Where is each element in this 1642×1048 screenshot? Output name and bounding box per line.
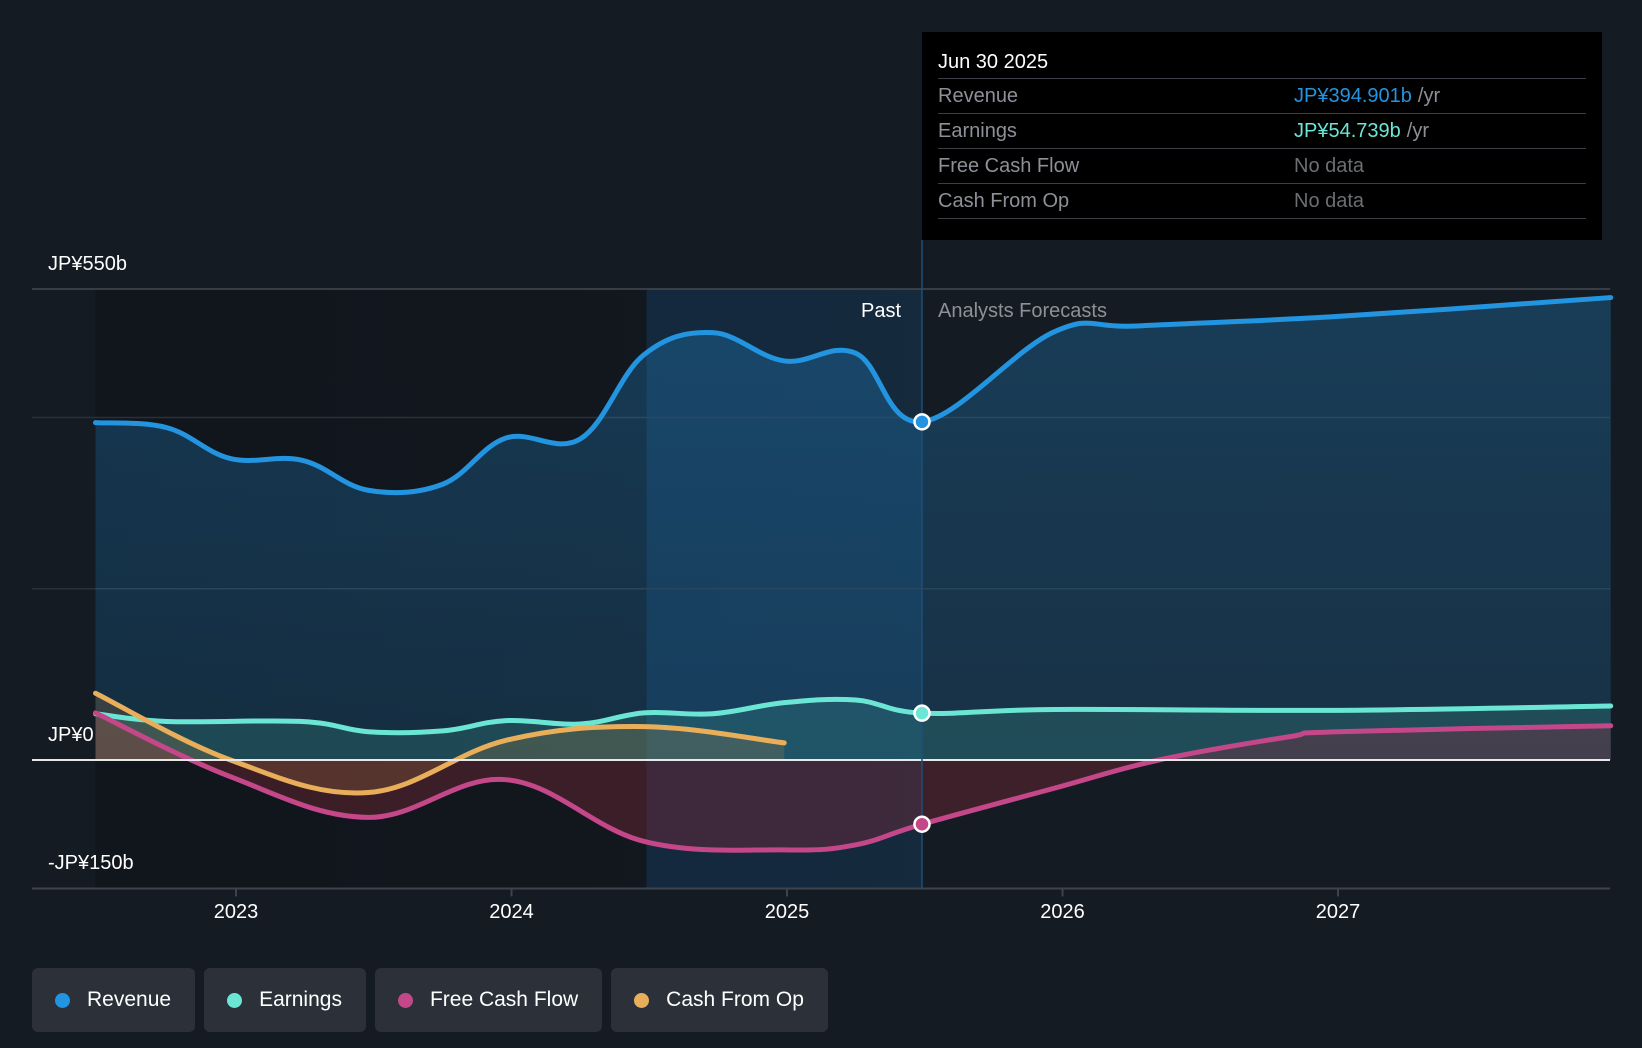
tooltip-value-unit: /yr (1417, 85, 1441, 107)
y-tick-label: JP¥0 (48, 724, 94, 746)
tooltip-value: No data (1294, 155, 1365, 177)
revenue-marker (913, 413, 931, 431)
tooltip-value-number: JP¥394.901b (1294, 85, 1412, 107)
earnings-marker (913, 704, 931, 722)
tooltip-label: Revenue (938, 85, 1019, 107)
series-lines (92, 295, 1614, 853)
legend-label: Cash From Op (666, 988, 804, 1011)
free-cash-flow-line (92, 710, 1614, 853)
tooltip-value: No data (1294, 190, 1365, 212)
x-tick-label: 2023 (213, 901, 259, 923)
y-tick-label: -JP¥150b (48, 852, 134, 875)
markers (913, 413, 931, 833)
tooltip-date: Jun 30 2025 (938, 46, 1586, 79)
tooltip: Jun 30 2025 Revenue JP¥394.901b/yr Earni… (922, 32, 1602, 240)
x-tick-label: 2024 (489, 901, 534, 923)
past-label: Past (861, 300, 902, 322)
revenue-dot-icon (55, 992, 70, 1008)
tooltip-row-revenue: Revenue JP¥394.901b/yr (938, 79, 1586, 114)
cash-from-op-dot-icon (634, 992, 650, 1008)
cash-from-op-line (92, 690, 787, 796)
tooltip-row-cash-from-op: Cash From Op No data (938, 184, 1586, 219)
legend-item-revenue[interactable]: Revenue (32, 968, 196, 1032)
tooltip-row-earnings: Earnings JP¥54.739b/yr (938, 114, 1586, 149)
legend-item-free-cash-flow[interactable]: Free Cash Flow (374, 968, 603, 1032)
revenue-area (95, 297, 1611, 760)
revenue-line (92, 295, 1614, 496)
legend-item-earnings[interactable]: Earnings (204, 968, 366, 1032)
tooltip-row-free-cash-flow: Free Cash Flow No data (938, 149, 1586, 184)
legend-item-cash-from-op[interactable]: Cash From Op (611, 968, 828, 1032)
free-cash-flow-marker (913, 815, 931, 833)
legend-label: Earnings (259, 988, 342, 1011)
tooltip-value: JP¥54.739b/yr (1294, 114, 1429, 148)
tooltip-value-unit: /yr (1406, 120, 1429, 142)
tooltip-value: JP¥394.901b/yr (1294, 79, 1440, 113)
tooltip-label: Earnings (938, 120, 1017, 142)
tooltip-value-number: JP¥54.739b (1294, 120, 1401, 142)
x-tick-label: 2026 (1040, 901, 1085, 923)
x-tick-label: 2027 (1315, 901, 1361, 923)
earnings-dot-icon (227, 992, 243, 1008)
free-cash-flow-dot-icon (397, 992, 413, 1008)
legend: Revenue Earnings Free Cash Flow Cash Fro… (32, 968, 828, 1032)
legend-label: Free Cash Flow (429, 988, 579, 1011)
tooltip-label: Free Cash Flow (938, 155, 1080, 177)
cash-from-op-area (95, 693, 785, 793)
earnings-line (92, 696, 1614, 736)
x-tick-label: 2025 (764, 901, 810, 923)
tooltip-label: Cash From Op (938, 190, 1070, 212)
forecast-label: Analysts Forecasts (938, 300, 1107, 322)
y-tick-label: JP¥550b (48, 253, 127, 275)
legend-label: Revenue (87, 988, 172, 1011)
x-axis-ticks (235, 888, 1339, 897)
